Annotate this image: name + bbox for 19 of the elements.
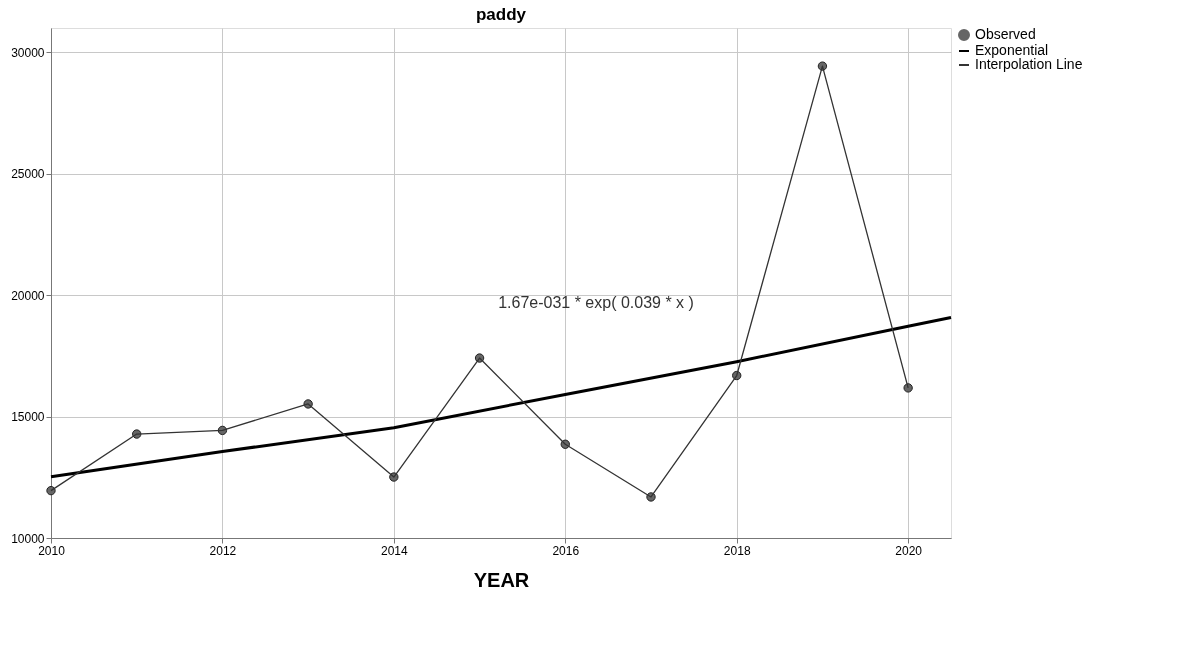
legend-label: Interpolation Line — [975, 56, 1083, 72]
chart-title: paddy — [475, 5, 527, 24]
y-tick-label: 20000 — [11, 288, 45, 303]
y-tick-label: 10000 — [11, 531, 45, 546]
line-series — [49, 315, 953, 479]
x-tick-label: 2012 — [209, 543, 237, 558]
annotation: 1.67e-031 * exp( 0.039 * x ) — [498, 294, 694, 311]
x-tick-label: 2018 — [723, 543, 751, 558]
x-tick-label: 2014 — [381, 543, 409, 558]
legend-label: Observed — [975, 26, 1036, 42]
y-tick-label: 30000 — [11, 45, 45, 60]
x-axis-title: YEAR — [473, 568, 530, 591]
point — [46, 485, 56, 496]
legend-label: Exponential — [975, 42, 1049, 58]
x-tick-label: 2020 — [895, 543, 923, 558]
y-tick-label: 25000 — [11, 167, 45, 182]
y-tick-label: 15000 — [11, 410, 45, 425]
x-tick-label: 2016 — [552, 543, 580, 558]
x-tick-label: 2010 — [38, 543, 66, 558]
